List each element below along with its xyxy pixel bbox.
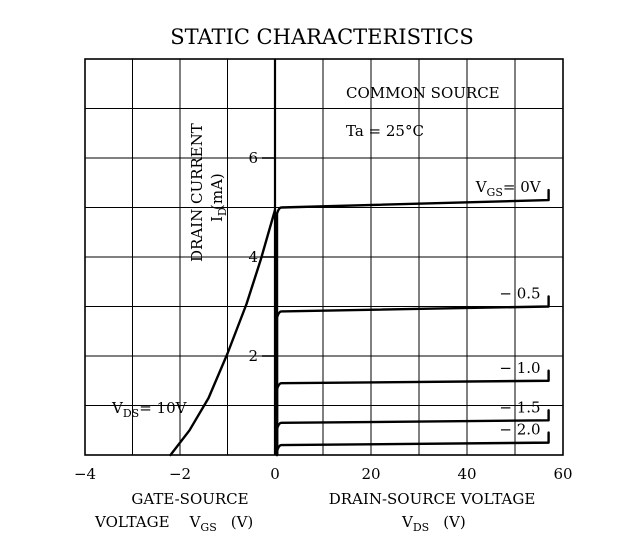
plot-frame [84,58,564,456]
y-axis-unit: (mA) [208,173,226,210]
right-x-axis-label-line2: VDS (V) [401,513,466,534]
left-x-axis-label-line1: GATE-SOURCE [131,490,248,508]
output-curve-vgs-minus-2 [275,431,550,457]
left-x-symbol: V [189,513,202,531]
y-axis-symbol-text: ID [208,207,229,222]
right-x-symbol: V [401,513,414,531]
chart-title: STATIC CHARACTERISTICS [170,25,474,49]
y-axis-label-text: DRAIN CURRENT [188,123,206,262]
label-main: V [475,178,488,196]
output-curve-label: VGS= 0V [475,178,542,199]
left-x-symbol-sub: GS [200,521,216,534]
output-curve-vgs-0 [275,188,550,457]
left-x-axis-label-line2: VOLTAGE VGS (V) [94,513,253,534]
label-sub: GS [487,186,503,199]
output-curve-label: − 2.0 [499,421,540,439]
y-tick-label: 4 [248,248,258,266]
left-x-voltage-word: VOLTAGE [94,513,170,531]
x-tick-label-left: −2 [169,465,191,483]
right-x-axis-label-line1: DRAIN-SOURCE VOLTAGE [329,490,536,508]
label-sub: DS [123,407,139,420]
transfer-curve-vds-10v [169,208,277,457]
output-curve-vgs-minus-1 [275,369,550,457]
output-curve-label: − 1.0 [499,359,540,377]
x-tick-label-right: 20 [361,465,380,483]
y-tick-label: 2 [248,347,258,365]
curves [169,188,550,457]
grid-lines [85,59,563,455]
y-axis-symbol: ID [208,207,229,222]
transfer-curve-label: VDS= 10V [111,399,188,420]
y-symbol-sub: D [216,207,229,216]
tick-labels: −4 −2 0 20 40 60 2 4 6 [74,149,573,483]
label-suffix: = 10V [139,399,187,417]
condition-temperature: Ta = 25°C [346,122,424,140]
y-axis-label: DRAIN CURRENT [188,123,206,262]
right-x-unit: (V) [443,513,466,531]
label-main: V [111,399,124,417]
y-symbol-main: I [208,216,226,222]
label-suffix: = 0V [503,178,542,196]
output-curve-vgs-minus-1.5 [275,409,550,457]
x-tick-label-left: 0 [270,465,280,483]
x-tick-label-left: −4 [74,465,96,483]
left-x-unit: (V) [231,513,254,531]
right-x-symbol-sub: DS [413,521,429,534]
output-curve-label: − 1.5 [499,398,540,416]
x-tick-label-right: 40 [457,465,476,483]
output-curve-vgs-minus-0.5 [275,295,550,457]
condition-common-source: COMMON SOURCE [346,84,500,102]
y-tick-label: 6 [248,149,258,167]
output-curve-label: − 0.5 [499,285,540,303]
x-tick-label-right: 60 [553,465,572,483]
y-axis-unit-text: (mA) [208,173,226,210]
